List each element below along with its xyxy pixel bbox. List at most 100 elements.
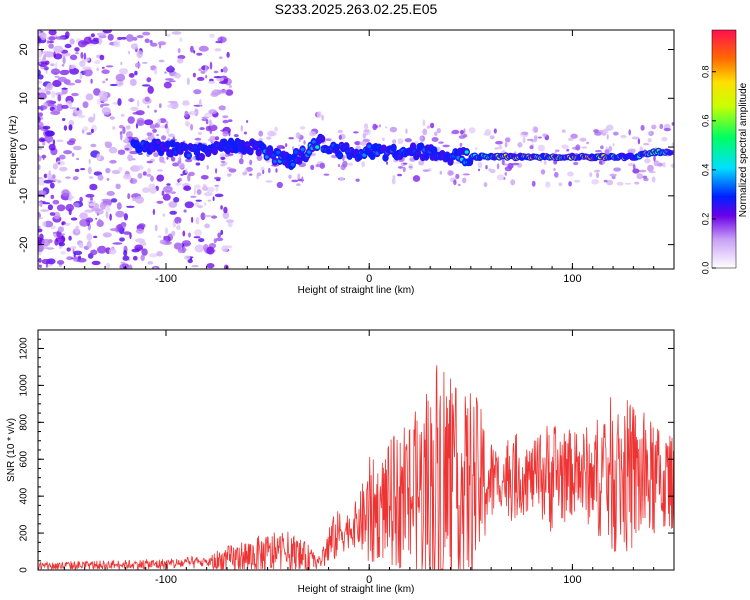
heatmap-cell <box>651 124 657 130</box>
heatmap-cell <box>123 173 132 180</box>
heatmap-cell <box>628 129 631 136</box>
heatmap-cell <box>86 132 92 136</box>
heatmap-cell <box>174 72 181 79</box>
heatmap-y-tick-label: -20 <box>18 237 30 253</box>
heatmap-cell <box>43 173 48 179</box>
heatmap-cell <box>38 237 42 244</box>
heatmap-cell <box>148 253 158 258</box>
heatmap-cell <box>209 119 212 127</box>
heatmap-cell <box>453 179 457 186</box>
heatmap-cell <box>533 135 538 141</box>
heatmap-cell <box>173 197 180 203</box>
heatmap-cell <box>194 137 202 141</box>
heatmap-cell <box>365 131 368 136</box>
heatmap-cell <box>76 157 79 161</box>
heatmap-cell <box>161 135 167 141</box>
heatmap-cell <box>207 80 216 84</box>
heatmap-cell <box>57 260 65 265</box>
heatmap-cell <box>101 198 112 202</box>
heatmap-cell <box>123 231 131 235</box>
heatmap-cell <box>422 119 426 127</box>
heatmap-cell <box>56 139 64 143</box>
heatmap-cell <box>38 155 42 162</box>
heatmap-cell <box>191 216 194 223</box>
snr-y-tick-label: 400 <box>19 487 30 504</box>
heatmap-cell <box>354 141 361 146</box>
heatmap-cell <box>167 100 178 104</box>
colorbar-tick-label: 0.4 <box>700 164 710 177</box>
heatmap-cell <box>215 40 222 44</box>
heatmap-cell <box>55 36 65 40</box>
heatmap-cell <box>651 176 656 183</box>
heatmap-cell <box>267 130 275 137</box>
heatmap-cell <box>191 264 199 268</box>
heatmap-cell <box>430 122 435 129</box>
heatmap-cell <box>390 143 397 152</box>
heatmap-cell <box>586 141 589 145</box>
heatmap-cell <box>648 131 652 135</box>
heatmap-cell <box>213 238 217 244</box>
heatmap-cell <box>156 251 163 257</box>
heatmap-cell <box>640 124 645 131</box>
heatmap-cell <box>206 246 215 255</box>
heatmap-cell <box>61 63 65 67</box>
heatmap-cell <box>459 142 463 147</box>
heatmap-cell <box>526 138 534 141</box>
heatmap-cell <box>80 52 84 59</box>
heatmap-cell <box>213 70 219 74</box>
heatmap-cell <box>381 137 385 141</box>
heatmap-cell <box>432 148 437 153</box>
heatmap-cell <box>150 42 158 47</box>
heatmap-cell <box>178 157 182 163</box>
heatmap-cell <box>163 185 173 193</box>
heatmap-cell <box>309 131 316 137</box>
heatmap-cell <box>125 34 134 42</box>
colorbar <box>711 29 737 269</box>
heatmap-cell <box>75 109 83 117</box>
heatmap-cell <box>537 144 546 152</box>
heatmap-cell <box>142 187 151 193</box>
heatmap-cell <box>538 136 542 139</box>
heatmap-cell <box>109 159 117 164</box>
heatmap-cell <box>195 217 200 225</box>
heatmap-cell <box>501 158 505 166</box>
heatmap-cell <box>127 50 131 55</box>
heatmap-cell <box>570 133 578 139</box>
heatmap-cell <box>130 43 139 50</box>
heatmap-cell <box>462 177 467 184</box>
heatmap-cell <box>448 171 454 176</box>
heatmap-cell <box>671 142 674 148</box>
heatmap-cell <box>87 166 92 175</box>
heatmap-cell <box>404 138 412 143</box>
heatmap-cell <box>553 168 556 171</box>
heatmap-cell <box>70 217 78 221</box>
heatmap-cell <box>198 68 202 72</box>
heatmap-cell <box>150 175 154 182</box>
heatmap-cell <box>120 61 123 66</box>
heatmap-cell <box>48 170 51 176</box>
heatmap-cell <box>460 129 464 135</box>
heatmap-cell <box>132 255 138 261</box>
heatmap-cell <box>379 124 381 128</box>
heatmap-cell <box>462 173 471 176</box>
heatmap-cell <box>496 174 505 181</box>
heatmap-cell <box>81 57 90 62</box>
heatmap-cell <box>338 134 342 140</box>
heatmap-cell <box>172 162 180 167</box>
heatmap-cell <box>177 222 180 229</box>
heatmap-cell <box>181 101 190 106</box>
heatmap-cell <box>102 232 112 238</box>
heatmap-cell <box>199 127 205 131</box>
heatmap-x-tick-label: 0 <box>366 273 372 285</box>
heatmap-cell <box>489 169 496 174</box>
heatmap-y-tick-label: 0 <box>18 144 30 150</box>
heatmap-cell <box>127 154 133 162</box>
heatmap-cell <box>201 118 208 122</box>
heatmap-cell <box>170 191 177 195</box>
heatmap-cell <box>291 179 299 183</box>
heatmap-cell <box>38 164 41 170</box>
heatmap-cell <box>56 204 66 212</box>
heatmap-cell <box>276 181 283 189</box>
heatmap-cell <box>85 217 94 223</box>
heatmap-cell <box>38 225 41 229</box>
